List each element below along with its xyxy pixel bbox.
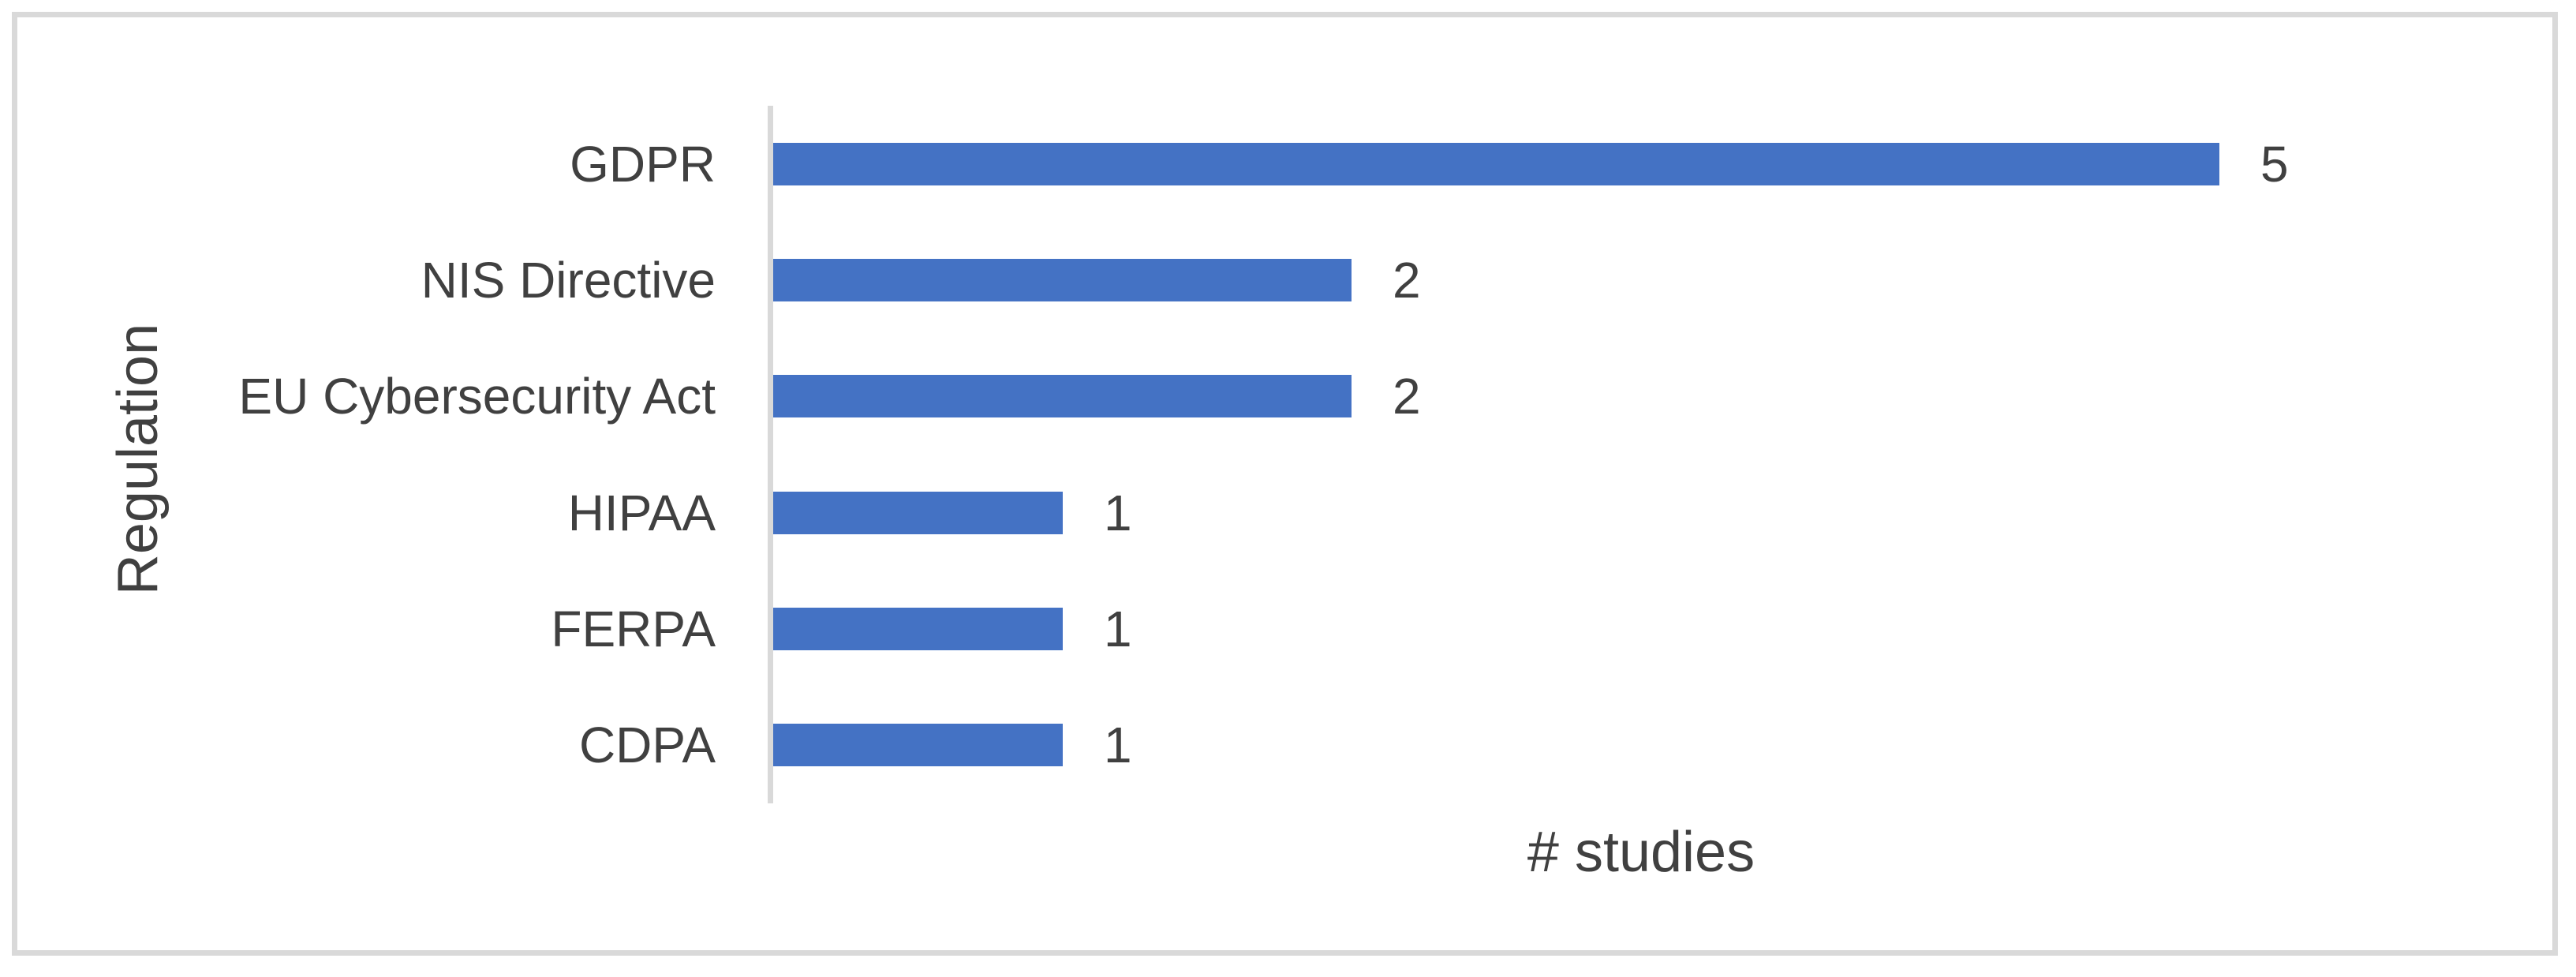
category-label: EU Cybersecurity Act	[238, 368, 716, 425]
bar	[773, 491, 1063, 534]
bar	[773, 142, 2219, 185]
category-label: HIPAA	[567, 484, 716, 541]
bar-value-label: 1	[1104, 484, 1132, 541]
category-row: FERPA	[29, 571, 716, 687]
bar	[773, 258, 1352, 301]
bar	[773, 375, 1352, 418]
category-row: EU Cybersecurity Act	[29, 339, 716, 455]
x-axis-title: # studies	[1527, 821, 1755, 884]
category-label: FERPA	[551, 600, 716, 657]
category-row: GDPR	[29, 106, 716, 222]
chart-frame: Regulation GDPR NIS Directive EU Cybersecu…	[12, 12, 2558, 956]
category-row: NIS Directive	[29, 222, 716, 338]
category-label: NIS Directive	[421, 251, 716, 309]
category-label: CDPA	[578, 717, 716, 774]
category-label: GDPR	[570, 135, 716, 193]
bar-value-label: 1	[1104, 600, 1132, 657]
category-axis-labels: GDPR NIS Directive EU Cybersecurity Act HIP…	[29, 106, 716, 803]
category-row: CDPA	[29, 687, 716, 803]
bar-row: 1	[773, 455, 2576, 571]
bar-row: 5	[773, 106, 2576, 222]
bar-value-label: 5	[2260, 135, 2289, 193]
bar-row: 2	[773, 339, 2576, 455]
bar-value-label: 2	[1393, 368, 1421, 425]
bar-row: 1	[773, 571, 2576, 687]
bar-value-label: 1	[1104, 717, 1132, 774]
bar	[773, 724, 1063, 767]
bar-row: 1	[773, 687, 2576, 803]
bar-row: 2	[773, 222, 2576, 338]
category-row: HIPAA	[29, 455, 716, 571]
bar	[773, 607, 1063, 650]
bar-value-label: 2	[1393, 251, 1421, 309]
y-axis-line	[768, 106, 773, 803]
plot-area: 5 2 2 1 1 1	[773, 106, 2576, 803]
